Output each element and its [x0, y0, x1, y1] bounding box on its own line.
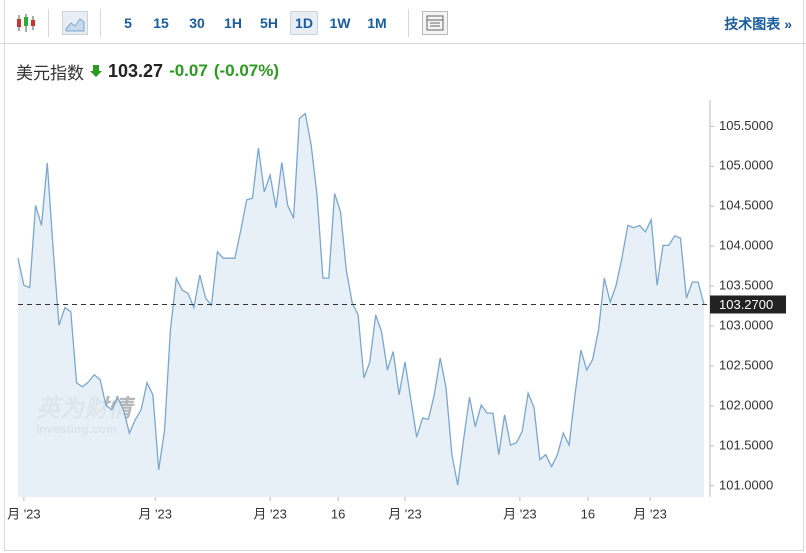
price-line — [17, 112, 705, 486]
interval-button[interactable]: 5H — [260, 15, 278, 31]
separator — [48, 9, 49, 37]
area-fill — [18, 113, 704, 497]
y-tick-label: 104.5000 — [719, 198, 773, 213]
interval-button[interactable]: 15 — [153, 15, 169, 31]
widget-frame — [4, 0, 804, 551]
x-tick-label: 月 '23 — [633, 506, 667, 521]
x-tick-label: 16 — [581, 506, 595, 521]
interval-button[interactable]: 1M — [367, 15, 387, 31]
y-tick-label: 103.0000 — [719, 317, 773, 332]
x-tick-label: 月 '23 — [503, 506, 537, 521]
settings-icon[interactable] — [422, 11, 448, 35]
y-tick-label: 105.5000 — [719, 118, 773, 133]
y-tick-label: 102.5000 — [719, 357, 773, 372]
y-tick-label: 103.5000 — [719, 278, 773, 293]
toolbar: 5 15 30 1H 5H 1D 1W 1M 技术图表 » — [0, 0, 806, 44]
change-percent: (-0.07%) — [213, 61, 279, 80]
interval-button[interactable]: 30 — [189, 15, 205, 31]
x-tick-label: 月 '23 — [253, 506, 287, 521]
x-tick-label: 月 '23 — [7, 506, 41, 521]
y-tick-label: 102.0000 — [719, 397, 773, 412]
technical-chart-link[interactable]: 技术图表 » — [724, 16, 792, 32]
candle-icon[interactable] — [14, 12, 38, 34]
price: 103.27 — [108, 60, 164, 81]
x-tick-label: 16 — [331, 506, 345, 521]
x-tick-label: 月 '23 — [388, 506, 422, 521]
interval-button[interactable]: 5 — [124, 15, 132, 31]
interval-button[interactable]: 1W — [329, 15, 351, 31]
separator — [100, 9, 101, 37]
y-tick-label: 105.0000 — [719, 158, 773, 173]
quote-header: 美元指数 103.27 -0.07 (-0.07%) — [16, 58, 279, 84]
y-tick-label: 101.0000 — [719, 477, 773, 492]
down-arrow — [90, 65, 102, 77]
separator — [408, 9, 409, 37]
last-value-label: 103.2700 — [719, 297, 773, 312]
x-tick-label: 月 '23 — [138, 506, 172, 521]
y-tick-label: 101.5000 — [719, 437, 773, 452]
y-tick-label: 104.0000 — [719, 238, 773, 253]
interval-button[interactable]: 1D — [290, 11, 318, 35]
last-value-tag — [710, 295, 786, 314]
change: -0.07 — [169, 61, 208, 80]
area-icon[interactable] — [62, 11, 88, 35]
instrument-name: 美元指数 — [16, 63, 84, 83]
interval-button[interactable]: 1H — [224, 15, 242, 31]
